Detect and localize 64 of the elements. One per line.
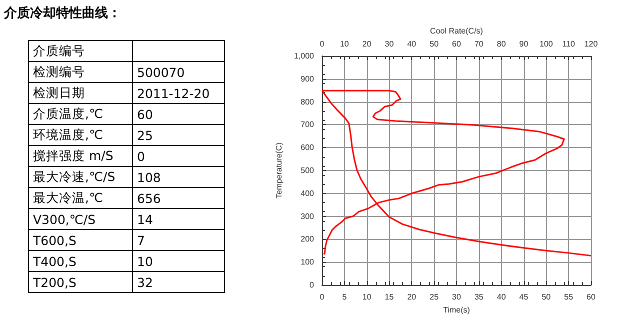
category-label: T200,S	[28, 272, 132, 292]
x-tick-label: 0	[320, 292, 325, 302]
category-label: 最大冷温,℃	[28, 188, 132, 208]
x2-tick-label: 100	[539, 40, 554, 48]
x2-axis-title: Cool Rate(C/s)	[430, 26, 484, 36]
x-tick-label: 20	[407, 292, 417, 302]
text: 60	[137, 106, 153, 122]
text: 7	[137, 232, 145, 248]
x2-tick-label: 90	[519, 40, 529, 48]
text: 656	[137, 190, 161, 206]
x2-tick-label: 70	[474, 40, 484, 48]
category-label: 介质温度,℃	[28, 104, 132, 124]
text: 32	[137, 274, 153, 290]
text: 500070	[137, 64, 185, 80]
text: 25	[137, 128, 153, 142]
y-tick-label: 0	[310, 280, 315, 290]
y-tick-label: 600	[300, 143, 315, 152]
x2-tick-label: 20	[362, 40, 372, 48]
x-tick-label: 45	[519, 292, 529, 302]
y-axis-title: Temperature(C)	[274, 142, 284, 199]
text: 介质冷却特性曲线：	[4, 5, 121, 22]
x2-tick-label: 0	[320, 40, 325, 48]
y-tick-label: 900	[300, 74, 315, 84]
x-tick-label: 30	[452, 292, 462, 302]
text: 0	[137, 148, 145, 164]
category-label: V300,℃/S	[28, 208, 132, 230]
y-tick-label: 200	[300, 234, 315, 244]
text: 14	[137, 212, 153, 226]
x2-tick-label: 110	[562, 40, 576, 48]
y-tick-label: 300	[300, 212, 315, 221]
x-tick-label: 50	[542, 292, 552, 302]
category-label: 介质编号	[28, 40, 132, 62]
x-tick-label: 5	[342, 292, 348, 302]
x2-tick-label: 60	[452, 40, 462, 48]
category-label: 环境温度,℃	[28, 124, 132, 146]
category-label: T400,S	[28, 250, 132, 272]
category-label: 检测编号	[28, 62, 132, 82]
x2-tick-label: 50	[430, 40, 440, 48]
y-tick-label: 800	[300, 97, 315, 106]
x-tick-label: 40	[496, 292, 506, 302]
y-tick-label: 1,000	[294, 52, 315, 60]
category-label: 最大冷速,℃/S	[28, 166, 132, 188]
text: 10	[137, 254, 153, 268]
x2-tick-label: 80	[496, 40, 506, 48]
y-tick-label: 400	[300, 188, 315, 198]
category-label: T600,S	[28, 230, 132, 250]
x2-tick-label: 10	[340, 40, 350, 48]
x-axis-title: Time(s)	[443, 305, 470, 314]
y-tick-label: 500	[300, 166, 315, 175]
category-label: 检测日期	[28, 82, 132, 104]
x-tick-label: 35	[474, 292, 484, 302]
category-label: 搅拌强度 m/S	[28, 146, 132, 166]
text: 2011-12-20	[137, 86, 210, 100]
x-tick-label: 15	[384, 292, 394, 302]
y-tick-label: 100	[300, 258, 315, 267]
text: 108	[137, 170, 161, 184]
x-tick-label: 60	[586, 292, 596, 302]
y-tick-label: 700	[300, 120, 315, 130]
x2-tick-label: 120	[584, 40, 598, 48]
x2-tick-label: 30	[384, 40, 394, 48]
x-tick-label: 25	[430, 292, 440, 302]
x2-tick-label: 40	[407, 40, 417, 48]
x-tick-label: 55	[564, 292, 574, 302]
x-tick-label: 10	[362, 292, 372, 302]
